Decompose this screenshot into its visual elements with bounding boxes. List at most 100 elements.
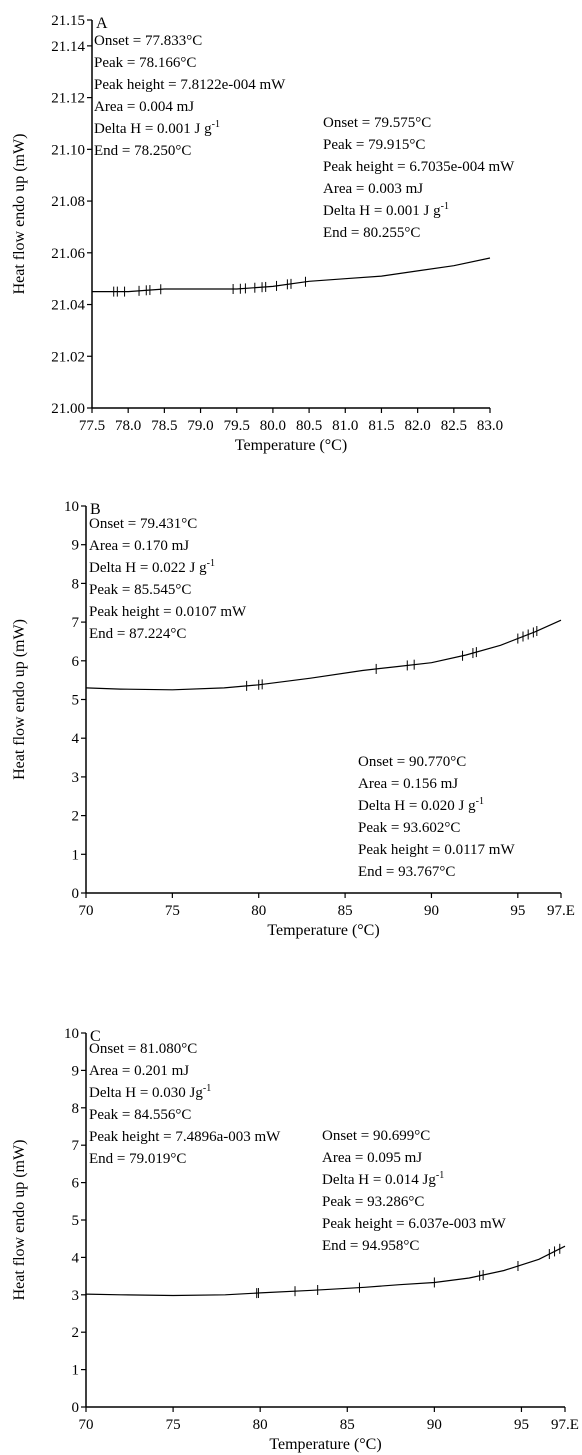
y-tick-label: 21.12 bbox=[51, 91, 85, 107]
annotation-line: Peak = 79.915°C bbox=[323, 137, 425, 153]
y-tick-label: 21.14 bbox=[51, 39, 85, 55]
annotation-line: Peak height = 0.0117 mW bbox=[358, 842, 515, 858]
annotation-line: Delta H = 0.030 Jg-1 bbox=[89, 1083, 211, 1101]
x-tick-label: 97.E bbox=[551, 1417, 579, 1433]
x-tick-label: 75 bbox=[166, 1417, 181, 1433]
annotation-line: Onset = 79.431°C bbox=[89, 516, 197, 532]
annotation-line: Peak = 84.556°C bbox=[89, 1107, 191, 1123]
y-tick-label: 6 bbox=[72, 654, 80, 670]
x-tick-label: 78.0 bbox=[115, 418, 141, 434]
annotation-line: Peak = 85.545°C bbox=[89, 582, 191, 598]
annotation-line: Peak = 93.286°C bbox=[322, 1194, 424, 1210]
y-tick-label: 21.04 bbox=[51, 298, 85, 314]
y-tick-label: 3 bbox=[72, 770, 80, 786]
y-tick-label: 21.10 bbox=[51, 142, 85, 158]
annotation-line: Onset = 90.770°C bbox=[358, 754, 466, 770]
chart-panel-a: 77.5 78.0 78.5 79.0 79.5 80.0 80.5 81.0 81.5 82.0… bbox=[11, 13, 515, 454]
series-line bbox=[85, 1245, 566, 1297]
x-tick-label: 70 bbox=[79, 903, 94, 919]
panel-letter: A bbox=[96, 15, 108, 32]
annotation-line: Peak height = 6.7035e-004 mW bbox=[323, 159, 515, 175]
annotation-line: End = 79.019°C bbox=[89, 1151, 186, 1167]
y-tick-label: 21.02 bbox=[51, 349, 85, 365]
annotation-line: Peak height = 7.4896a-003 mW bbox=[89, 1129, 281, 1145]
y-tick-label: 9 bbox=[72, 1063, 80, 1079]
annotation-line: End = 78.250°C bbox=[94, 143, 191, 159]
annotation-line: Delta H = 0.001 J g-1 bbox=[94, 119, 220, 137]
annotation-line: Area = 0.003 mJ bbox=[323, 181, 423, 197]
annotation-line: End = 94.958°C bbox=[322, 1238, 419, 1254]
annotation-line: Peak height = 7.8122e-004 mW bbox=[94, 77, 286, 93]
x-tick-label: 82.5 bbox=[441, 418, 467, 434]
annotation-line: End = 93.767°C bbox=[358, 864, 455, 880]
annotation-line: Onset = 90.699°C bbox=[322, 1128, 430, 1144]
y-tick-label: 21.06 bbox=[51, 246, 85, 262]
y-tick-label: 0 bbox=[72, 886, 80, 902]
annotation-line: Peak height = 0.0107 mW bbox=[89, 604, 247, 620]
annotation-line: Delta H = 0.022 J g-1 bbox=[89, 558, 215, 576]
x-tick-label: 80.5 bbox=[296, 418, 322, 434]
annotation-line: End = 87.224°C bbox=[89, 626, 186, 642]
x-tick-label: 85 bbox=[338, 903, 353, 919]
annotation-line: Peak = 78.166°C bbox=[94, 55, 196, 71]
x-tick-label: 97.E bbox=[547, 903, 575, 919]
annotation-line: Onset = 81.080°C bbox=[89, 1041, 197, 1057]
y-tick-label: 21.00 bbox=[51, 401, 85, 417]
y-tick-label: 10 bbox=[64, 1026, 79, 1042]
annotation-line: Onset = 77.833°C bbox=[94, 33, 202, 49]
x-tick-label: 77.5 bbox=[79, 418, 105, 434]
y-axis-title: Heat flow endo up (mW) bbox=[11, 134, 28, 295]
x-tick-label: 95 bbox=[514, 1417, 529, 1433]
x-tick-label: 80.0 bbox=[260, 418, 286, 434]
panel-letter: C bbox=[90, 1028, 101, 1045]
y-tick-label: 6 bbox=[72, 1176, 80, 1192]
annotation-line: Delta H = 0.020 J g-1 bbox=[358, 796, 484, 814]
y-axis-title: Heat flow endo up (mW) bbox=[11, 1140, 28, 1301]
x-axis-title: Temperature (°C) bbox=[235, 437, 347, 454]
x-tick-label: 79.5 bbox=[224, 418, 250, 434]
y-tick-label: 7 bbox=[72, 1138, 80, 1154]
y-tick-label: 21.08 bbox=[51, 194, 85, 210]
y-tick-label: 4 bbox=[72, 1250, 80, 1266]
x-tick-label: 75 bbox=[165, 903, 180, 919]
y-tick-label: 7 bbox=[72, 615, 80, 631]
y-axis-title: Heat flow endo up (mW) bbox=[11, 619, 28, 780]
annotation-line: Area = 0.170 mJ bbox=[89, 538, 189, 554]
annotation-line: Area = 0.201 mJ bbox=[89, 1063, 189, 1079]
x-tick-label: 85 bbox=[340, 1417, 355, 1433]
y-tick-label: 4 bbox=[72, 731, 80, 747]
annotation-line: Area = 0.004 mJ bbox=[94, 99, 194, 115]
chart-panel-b: 70 75 80 85 90 95 97.E 0 1 2 3 4 5 6 7 8 9 10 Temperature … bbox=[11, 499, 575, 939]
annotation-line: Onset = 79.575°C bbox=[323, 115, 431, 131]
x-tick-label: 82.0 bbox=[405, 418, 431, 434]
annotation-line: End = 80.255°C bbox=[323, 225, 420, 241]
annotation-line: Area = 0.156 mJ bbox=[358, 776, 458, 792]
x-tick-label: 90 bbox=[424, 903, 439, 919]
y-tick-label: 21.15 bbox=[51, 13, 85, 29]
x-tick-label: 81.5 bbox=[368, 418, 394, 434]
series-line bbox=[85, 619, 562, 691]
x-tick-label: 83.0 bbox=[477, 418, 503, 434]
annotation-line: Delta H = 0.001 J g-1 bbox=[323, 201, 449, 219]
annotation-line: Peak height = 6.037e-003 mW bbox=[322, 1216, 507, 1232]
x-tick-label: 70 bbox=[79, 1417, 94, 1433]
x-axis-title: Temperature (°C) bbox=[267, 922, 379, 939]
y-tick-label: 2 bbox=[72, 809, 80, 825]
x-tick-label: 80 bbox=[253, 1417, 268, 1433]
annotation-line: Peak = 93.602°C bbox=[358, 820, 460, 836]
x-tick-label: 78.5 bbox=[151, 418, 177, 434]
y-tick-label: 2 bbox=[72, 1325, 80, 1341]
y-tick-label: 3 bbox=[72, 1288, 80, 1304]
y-tick-label: 5 bbox=[72, 693, 80, 709]
panel-letter: B bbox=[90, 501, 101, 518]
y-tick-label: 5 bbox=[72, 1213, 80, 1229]
x-tick-label: 79.0 bbox=[187, 418, 213, 434]
x-tick-label: 80 bbox=[251, 903, 266, 919]
x-tick-label: 81.0 bbox=[332, 418, 358, 434]
x-axis-title: Temperature (°C) bbox=[269, 1436, 381, 1453]
y-tick-label: 8 bbox=[72, 1101, 80, 1117]
y-tick-label: 8 bbox=[72, 576, 80, 592]
annotation-line: Area = 0.095 mJ bbox=[322, 1150, 422, 1166]
y-tick-label: 1 bbox=[72, 1363, 80, 1379]
